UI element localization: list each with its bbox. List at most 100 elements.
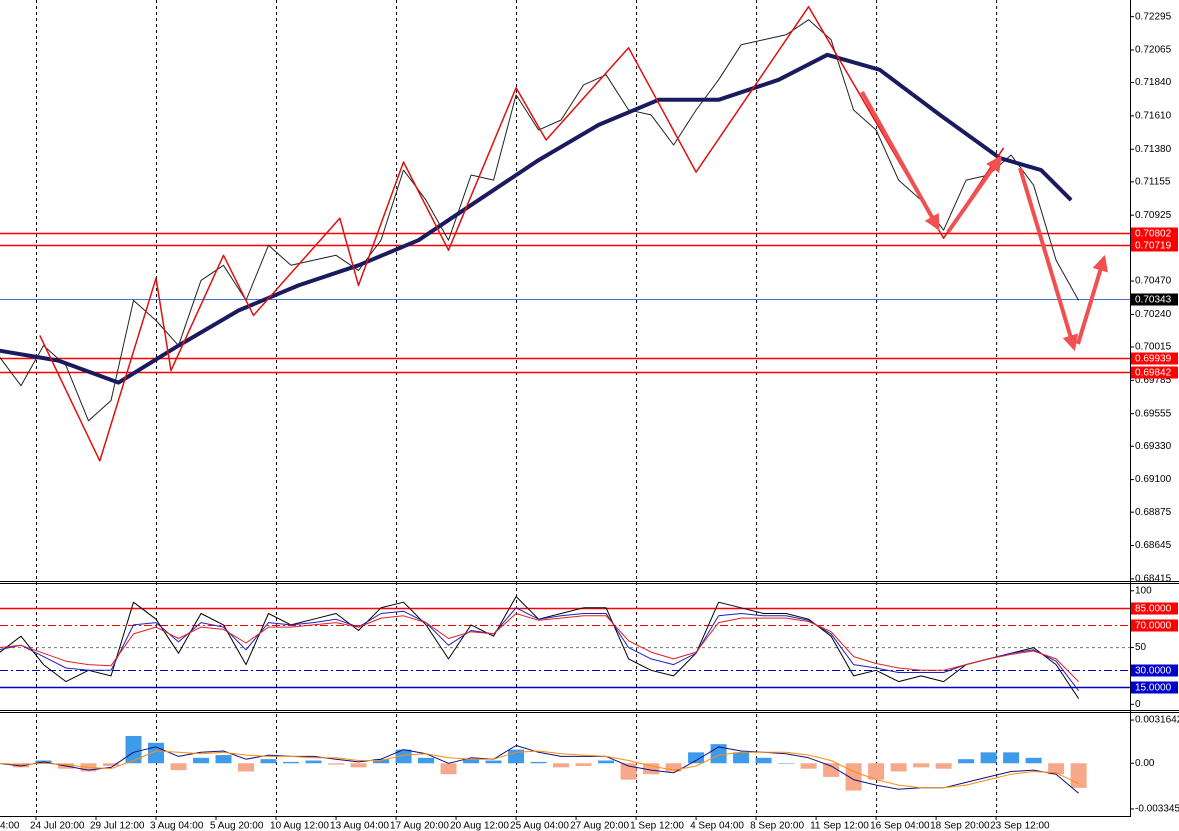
histogram-bar — [868, 763, 885, 780]
histogram-bar — [980, 752, 997, 764]
y-tick-label: 50 — [1135, 642, 1147, 653]
histogram-bar — [1048, 763, 1065, 775]
x-tick-label: 20 Aug 12:00 — [450, 821, 509, 831]
histogram-bar — [620, 763, 637, 780]
histogram-bar — [553, 763, 570, 768]
histogram-bar — [283, 761, 300, 764]
arrow — [860, 91, 940, 231]
series-line — [39, 5, 1005, 462]
level-label-box — [1131, 681, 1178, 694]
histogram-bar — [530, 761, 547, 764]
histogram-bar — [305, 760, 322, 764]
level-label-box — [1131, 227, 1178, 240]
level-label: 0.70719 — [1135, 241, 1172, 252]
histogram-bar — [215, 755, 232, 764]
series-line — [0, 750, 1079, 789]
histogram-bar — [418, 757, 435, 764]
y-tick-label: 0.68645 — [1135, 540, 1172, 551]
histogram-bar — [845, 763, 862, 791]
level-label-box — [1131, 664, 1178, 677]
y-tick-label: 0.72065 — [1135, 45, 1172, 56]
x-tick-label: 16 Sep 04:00 — [870, 821, 930, 831]
y-tick-label: 0.71380 — [1135, 144, 1172, 155]
level-label: 85.0000 — [1135, 604, 1172, 615]
x-tick-label: 25 Aug 04:00 — [510, 821, 569, 831]
histogram-bar — [328, 763, 345, 765]
x-tick-label: 29 Jul 12:00 — [90, 821, 145, 831]
y-tick-label: 0.68875 — [1135, 507, 1172, 518]
x-tick-label: 4 Sep 04:00 — [690, 821, 744, 831]
histogram-bar — [373, 759, 390, 764]
histogram-bar — [1003, 752, 1020, 764]
y-tick-label: 0.70015 — [1135, 342, 1172, 353]
level-label-box — [1131, 602, 1178, 615]
histogram-bar — [238, 763, 255, 772]
histogram-bar — [958, 759, 975, 764]
x-tick-label: 18 Sep 20:00 — [930, 821, 990, 831]
y-tick-label: -0.003345 — [1135, 804, 1179, 815]
histogram-bar — [463, 759, 480, 764]
histogram-bar — [935, 763, 952, 769]
level-label-box — [1131, 239, 1178, 252]
y-tick-label: 0.69330 — [1135, 441, 1172, 452]
level-label-box — [1131, 352, 1178, 365]
x-tick-label: 10 Aug 12:00 — [270, 821, 329, 831]
histogram-bar — [350, 763, 367, 768]
series-line — [0, 745, 1079, 794]
x-tick-label: 23 Sep 12:00 — [990, 821, 1050, 831]
y-tick-label: 0.70240 — [1135, 309, 1172, 320]
histogram-bar — [260, 759, 277, 764]
level-label: 0.69939 — [1135, 354, 1172, 365]
histogram-bar — [800, 763, 817, 769]
y-tick-label: 0.68415 — [1135, 573, 1172, 584]
histogram-bar — [688, 752, 705, 764]
histogram-bar — [823, 763, 840, 777]
level-label-box — [1131, 293, 1178, 306]
series-line — [0, 52, 1073, 385]
y-tick-label: 0.70470 — [1135, 276, 1172, 287]
x-tick-label: 13 Aug 04:00 — [330, 821, 389, 831]
y-tick-label: 100 — [1135, 585, 1152, 596]
histogram-bar — [125, 735, 142, 764]
x-tick-label: 4:00 — [0, 821, 20, 831]
histogram-bar — [665, 763, 682, 772]
histogram-bar — [575, 763, 592, 766]
series-line — [0, 613, 1079, 682]
x-tick-label: 5 Aug 20:00 — [210, 821, 264, 831]
y-tick-label: 0.71610 — [1135, 111, 1172, 122]
histogram-bar — [440, 763, 457, 775]
level-label: 15.0000 — [1135, 683, 1172, 694]
histogram-bar — [733, 752, 750, 764]
histogram-bar — [890, 763, 907, 772]
histogram-bar — [598, 760, 615, 764]
y-tick-label: 0.0031642 — [1135, 715, 1179, 726]
histogram-bar — [395, 749, 412, 764]
y-tick-label: 0.69100 — [1135, 474, 1172, 485]
y-tick-label: 0.69785 — [1135, 375, 1172, 386]
y-tick-label: 0 — [1135, 699, 1141, 710]
x-tick-label: 1 Sep 12:00 — [630, 821, 684, 831]
y-tick-label: 0.69555 — [1135, 408, 1172, 419]
series-line — [0, 607, 1079, 692]
histogram-bar — [755, 757, 772, 764]
x-tick-label: 27 Aug 20:00 — [570, 821, 629, 831]
histogram-bar — [170, 763, 187, 771]
level-label: 70.0000 — [1135, 621, 1172, 632]
arrow — [1018, 167, 1078, 352]
level-label: 30.0000 — [1135, 666, 1172, 677]
y-tick-label: 0.72295 — [1135, 11, 1172, 22]
histogram-bar — [193, 757, 210, 764]
x-tick-label: 11 Sep 12:00 — [810, 821, 869, 831]
arrow — [946, 155, 1002, 234]
y-tick-label: 0.71155 — [1135, 176, 1171, 187]
level-label-box — [1131, 619, 1178, 632]
y-tick-label: 0.00 — [1135, 758, 1155, 769]
level-label: 0.70802 — [1135, 229, 1172, 240]
histogram-bar — [485, 760, 502, 764]
level-label-box — [1131, 366, 1178, 379]
histogram-bar — [1070, 763, 1087, 788]
